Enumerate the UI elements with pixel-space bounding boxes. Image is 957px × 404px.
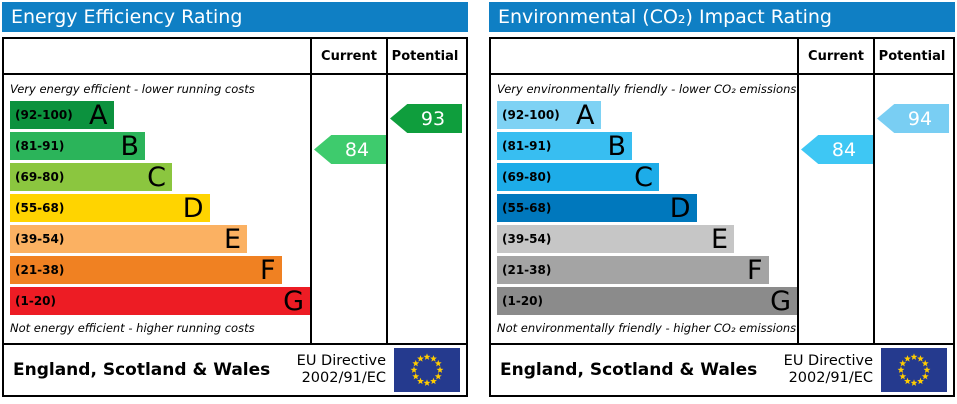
band-f: (21-38) F <box>497 256 769 284</box>
current-column-header: Current <box>310 39 386 73</box>
band-g: (1-20) G <box>497 287 797 315</box>
band-range: (39-54) <box>502 232 552 246</box>
band-b: (81-91) B <box>497 132 632 160</box>
current-rating-arrow: 84 <box>801 135 873 164</box>
current-rating-arrow: 84 <box>314 135 386 164</box>
table-header-row: Current Potential <box>491 39 953 75</box>
band-d: (55-68) D <box>497 194 697 222</box>
band-range: (69-80) <box>15 170 65 184</box>
band-f: (21-38) F <box>10 256 282 284</box>
band-letter: C <box>147 161 166 193</box>
band-e: (39-54) E <box>10 225 247 253</box>
table-body: Very environmentally friendly - lower CO… <box>491 75 953 343</box>
eu-directive-label: EU Directive 2002/91/EC <box>783 352 873 386</box>
band-letter: A <box>89 99 108 131</box>
header-spacer <box>4 39 310 73</box>
top-note: Very environmentally friendly - lower CO… <box>497 82 797 96</box>
table-footer: England, Scotland & Wales EU Directive 2… <box>491 343 953 395</box>
current-rating-value: 84 <box>344 138 370 161</box>
environmental-impact-panel: Environmental (CO₂) Impact Rating Curren… <box>489 2 955 397</box>
band-range: (69-80) <box>502 170 552 184</box>
band-letter: D <box>182 192 204 224</box>
energy-efficiency-panel: Energy Efficiency Rating Current Potenti… <box>2 2 468 397</box>
band-range: (39-54) <box>15 232 65 246</box>
band-range: (81-91) <box>502 139 552 153</box>
potential-rating-arrow: 93 <box>390 104 462 133</box>
potential-rating-value: 94 <box>907 107 933 130</box>
band-range: (1-20) <box>502 294 543 308</box>
bottom-note: Not environmentally friendly - higher CO… <box>497 321 797 335</box>
current-rating-value: 84 <box>831 138 857 161</box>
band-range: (21-38) <box>15 263 65 277</box>
table-footer: England, Scotland & Wales EU Directive 2… <box>4 343 466 395</box>
band-c: (69-80) C <box>497 163 659 191</box>
panel-title: Environmental (CO₂) Impact Rating <box>489 2 955 32</box>
potential-column: 93 <box>386 75 462 343</box>
table-header-row: Current Potential <box>4 39 466 75</box>
current-column-header: Current <box>797 39 873 73</box>
eu-flag-icon <box>394 348 460 392</box>
band-letter: G <box>283 285 304 317</box>
band-range: (21-38) <box>502 263 552 277</box>
band-g: (1-20) G <box>10 287 310 315</box>
region-label: England, Scotland & Wales <box>13 360 271 380</box>
top-note: Very energy efficient - lower running co… <box>10 82 255 96</box>
band-letter: F <box>746 254 763 286</box>
rating-table: Current Potential Very environmentally f… <box>489 37 955 397</box>
eu-directive-label: EU Directive 2002/91/EC <box>296 352 386 386</box>
panel-title: Energy Efficiency Rating <box>2 2 468 32</box>
band-letter: C <box>634 161 653 193</box>
bottom-note: Not energy efficient - higher running co… <box>10 321 255 335</box>
table-body: Very energy efficient - lower running co… <box>4 75 466 343</box>
band-letter: D <box>669 192 691 224</box>
band-e: (39-54) E <box>497 225 734 253</box>
band-range: (55-68) <box>502 201 552 215</box>
band-letter: G <box>770 285 791 317</box>
header-spacer <box>491 39 797 73</box>
band-letter: A <box>576 99 595 131</box>
band-letter: E <box>710 223 728 255</box>
band-d: (55-68) D <box>10 194 210 222</box>
rating-table: Current Potential Very energy efficient … <box>2 37 468 397</box>
potential-column-header: Potential <box>386 39 462 73</box>
potential-column-header: Potential <box>873 39 949 73</box>
band-a: (92-100) A <box>497 101 601 129</box>
band-letter: B <box>607 130 626 162</box>
potential-rating-value: 93 <box>420 107 446 130</box>
current-column: 84 <box>310 75 386 343</box>
potential-column: 94 <box>873 75 949 343</box>
band-c: (69-80) C <box>10 163 172 191</box>
band-range: (1-20) <box>15 294 56 308</box>
band-letter: F <box>259 254 276 286</box>
band-letter: B <box>120 130 139 162</box>
band-letter: E <box>223 223 241 255</box>
potential-rating-arrow: 94 <box>877 104 949 133</box>
current-column: 84 <box>797 75 873 343</box>
rating-scale: Very energy efficient - lower running co… <box>4 75 310 343</box>
band-range: (81-91) <box>15 139 65 153</box>
rating-scale: Very environmentally friendly - lower CO… <box>491 75 797 343</box>
band-range: (55-68) <box>15 201 65 215</box>
region-label: England, Scotland & Wales <box>500 360 758 380</box>
band-a: (92-100) A <box>10 101 114 129</box>
band-b: (81-91) B <box>10 132 145 160</box>
eu-flag-icon <box>881 348 947 392</box>
band-range: (92-100) <box>502 108 560 122</box>
band-range: (92-100) <box>15 108 73 122</box>
